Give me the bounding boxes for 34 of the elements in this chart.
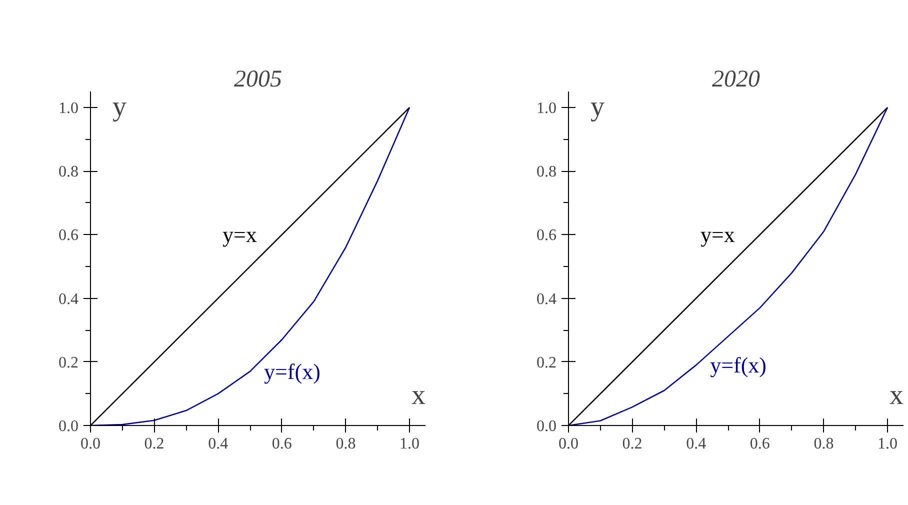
y-tick-label: 0.2 [536, 354, 556, 372]
x-tick-label: 1.0 [400, 436, 420, 452]
x-tick-label: 1.0 [878, 436, 898, 452]
x-axis-title: x [412, 380, 426, 411]
x-tick-label: 0.8 [336, 436, 356, 452]
x-tick-label: 0.8 [814, 436, 834, 452]
chart-title: 2005 [234, 66, 282, 92]
y-tick-label: 0.0 [536, 418, 556, 435]
series-label: y=x [222, 222, 257, 248]
y-tick-label: 0.8 [536, 164, 556, 181]
x-tick-label: 0.6 [272, 436, 292, 452]
y-tick-label: 0.2 [58, 354, 78, 372]
y-tick-label: 1.0 [536, 100, 556, 117]
x-tick-label: 0.0 [558, 436, 578, 452]
y-tick-label: 0.6 [58, 227, 78, 244]
y-tick-label: 0.6 [536, 227, 556, 244]
y-axis-title: y [590, 92, 604, 122]
series-label: y=f(x) [264, 358, 320, 384]
y-axis-title: y [112, 92, 126, 122]
y-tick-label: 0.0 [58, 418, 78, 435]
x-tick-label: 0.2 [622, 436, 642, 452]
y-tick-label: 0.4 [58, 290, 78, 308]
y-tick-label: 0.8 [58, 164, 78, 181]
series-label: y=f(x) [710, 352, 767, 378]
chart-title: 2020 [712, 66, 760, 92]
x-tick-label: 0.0 [80, 436, 100, 452]
x-axis-title: x [890, 380, 904, 411]
x-tick-label: 0.2 [144, 436, 164, 452]
y-tick-label: 1.0 [58, 100, 78, 117]
series-label: y=x [700, 222, 735, 248]
x-tick-label: 0.4 [208, 436, 228, 452]
x-tick-label: 0.6 [750, 436, 770, 452]
y-tick-label: 0.4 [536, 290, 556, 308]
x-tick-label: 0.4 [686, 436, 706, 452]
